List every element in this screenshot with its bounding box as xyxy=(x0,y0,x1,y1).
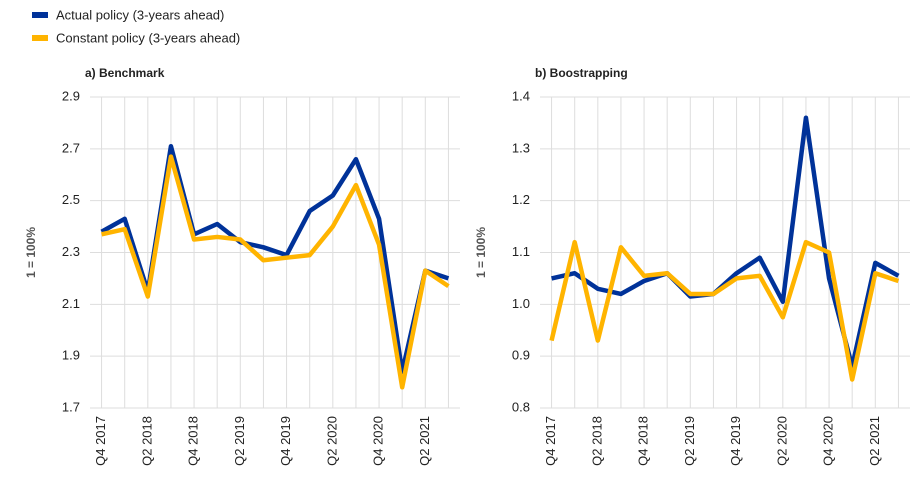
x-tick-label: Q2 2018 xyxy=(589,416,604,466)
x-tick-label: Q4 2018 xyxy=(186,416,201,466)
y-tick-label: 0.9 xyxy=(512,348,530,363)
line xyxy=(551,115,900,369)
x-tick-label: Q2 2020 xyxy=(324,416,339,466)
x-tick-label: Q4 2019 xyxy=(278,416,293,466)
x-tick-label: Q2 2019 xyxy=(682,416,697,466)
y-tick-label: 1.7 xyxy=(62,399,80,414)
y-tick-label: 1.1 xyxy=(512,244,530,259)
y-tick-label: 1.3 xyxy=(512,140,530,155)
x-tick-label: Q4 2017 xyxy=(93,416,108,466)
x-tick-label: Q2 2018 xyxy=(139,416,154,466)
y-tick-label: 1.2 xyxy=(512,192,530,207)
y-axis-label: 1 = 100% xyxy=(24,227,38,278)
y-tick-label: 1.0 xyxy=(512,296,530,311)
line xyxy=(101,154,450,390)
chart-title: b) Boostrapping xyxy=(535,66,628,80)
y-axis-label: 1 = 100% xyxy=(474,227,488,278)
legend-swatch xyxy=(32,12,48,18)
x-tick-label: Q2 2020 xyxy=(774,416,789,466)
x-tick-label: Q2 2021 xyxy=(867,416,882,466)
legend-label: Actual policy (3-years ahead) xyxy=(56,7,224,22)
chart-title: a) Benchmark xyxy=(85,66,165,80)
y-tick-label: 2.1 xyxy=(62,296,80,311)
y-tick-label: 2.3 xyxy=(62,244,80,259)
y-tick-label: 1.4 xyxy=(512,88,530,103)
x-tick-label: Q2 2021 xyxy=(417,416,432,466)
y-tick-label: 2.5 xyxy=(62,192,80,207)
line xyxy=(549,239,900,382)
x-tick-label: Q4 2020 xyxy=(371,416,386,466)
x-tick-label: Q4 2018 xyxy=(636,416,651,466)
y-tick-label: 0.8 xyxy=(512,399,530,414)
y-tick-label: 2.9 xyxy=(62,88,80,103)
x-tick-label: Q4 2020 xyxy=(821,416,836,466)
y-tick-label: 2.7 xyxy=(62,140,80,155)
legend-label: Constant policy (3-years ahead) xyxy=(56,30,240,45)
x-tick-label: Q2 2019 xyxy=(232,416,247,466)
y-tick-label: 1.9 xyxy=(62,348,80,363)
x-tick-label: Q4 2019 xyxy=(728,416,743,466)
x-tick-label: Q4 2017 xyxy=(543,416,558,466)
legend-swatch xyxy=(32,35,48,41)
